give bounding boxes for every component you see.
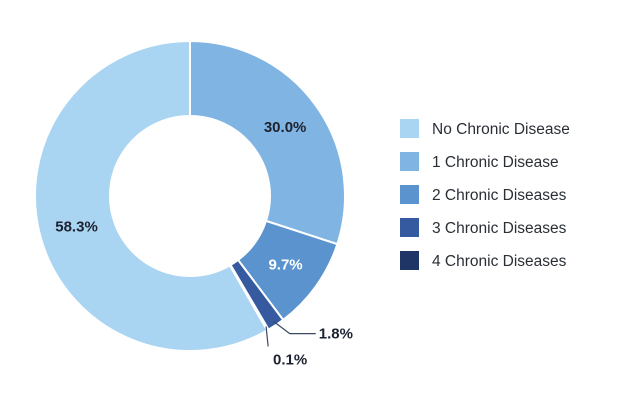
- legend-label-no-chronic-disease: No Chronic Disease: [432, 121, 570, 138]
- slice-no-chronic-disease: [34, 39, 270, 352]
- leader-line-4-chronic-diseases: [265, 326, 269, 347]
- legend-item-3-chronic-diseases: 3 Chronic Diseases: [400, 218, 567, 237]
- legend-swatch-4-chronic-diseases: [400, 251, 419, 270]
- data-label-no-chronic-disease: 58.3%: [55, 219, 98, 236]
- legend-item-2-chronic-diseases: 2 Chronic Diseases: [400, 185, 567, 204]
- legend-swatch-3-chronic-diseases: [400, 218, 419, 237]
- data-label-1-chronic-disease: 30.0%: [264, 119, 307, 136]
- data-label-2-chronic-diseases: 9.7%: [268, 256, 302, 273]
- slice-1-chronic-disease: [189, 39, 346, 246]
- legend-item-4-chronic-diseases: 4 Chronic Diseases: [400, 251, 567, 270]
- legend-swatch-no-chronic-disease: [400, 119, 419, 138]
- legend-label-3-chronic-diseases: 3 Chronic Diseases: [432, 220, 567, 237]
- data-label-4-chronic-diseases: 0.1%: [273, 351, 307, 368]
- leader-line-3-chronic-diseases: [273, 321, 316, 335]
- leader-lines-layer: [265, 321, 316, 347]
- legend-item-1-chronic-disease: 1 Chronic Disease: [400, 152, 559, 171]
- data-labels-layer: 58.3% 30.0% 9.7% 1.8% 0.1%: [55, 119, 353, 368]
- data-label-3-chronic-diseases: 1.8%: [319, 326, 353, 343]
- legend-label-1-chronic-disease: 1 Chronic Disease: [432, 154, 559, 171]
- legend-swatch-1-chronic-disease: [400, 152, 419, 171]
- legend-item-no-chronic-disease: No Chronic Disease: [400, 119, 570, 138]
- legend-label-4-chronic-diseases: 4 Chronic Diseases: [432, 253, 567, 270]
- legend-label-2-chronic-diseases: 2 Chronic Diseases: [432, 187, 567, 204]
- slices-layer: [34, 39, 346, 352]
- legend: No Chronic Disease 1 Chronic Disease 2 Chr…: [400, 119, 570, 270]
- legend-swatch-2-chronic-diseases: [400, 185, 419, 204]
- slice-4-chronic-diseases: [228, 263, 270, 332]
